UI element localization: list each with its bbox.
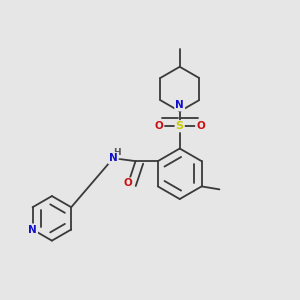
Text: N: N <box>175 100 184 110</box>
Text: O: O <box>196 121 205 131</box>
Text: N: N <box>109 153 118 163</box>
Text: H: H <box>113 148 121 157</box>
Text: O: O <box>124 178 133 188</box>
Text: O: O <box>154 121 163 131</box>
Text: N: N <box>28 224 37 235</box>
Text: S: S <box>176 121 184 131</box>
